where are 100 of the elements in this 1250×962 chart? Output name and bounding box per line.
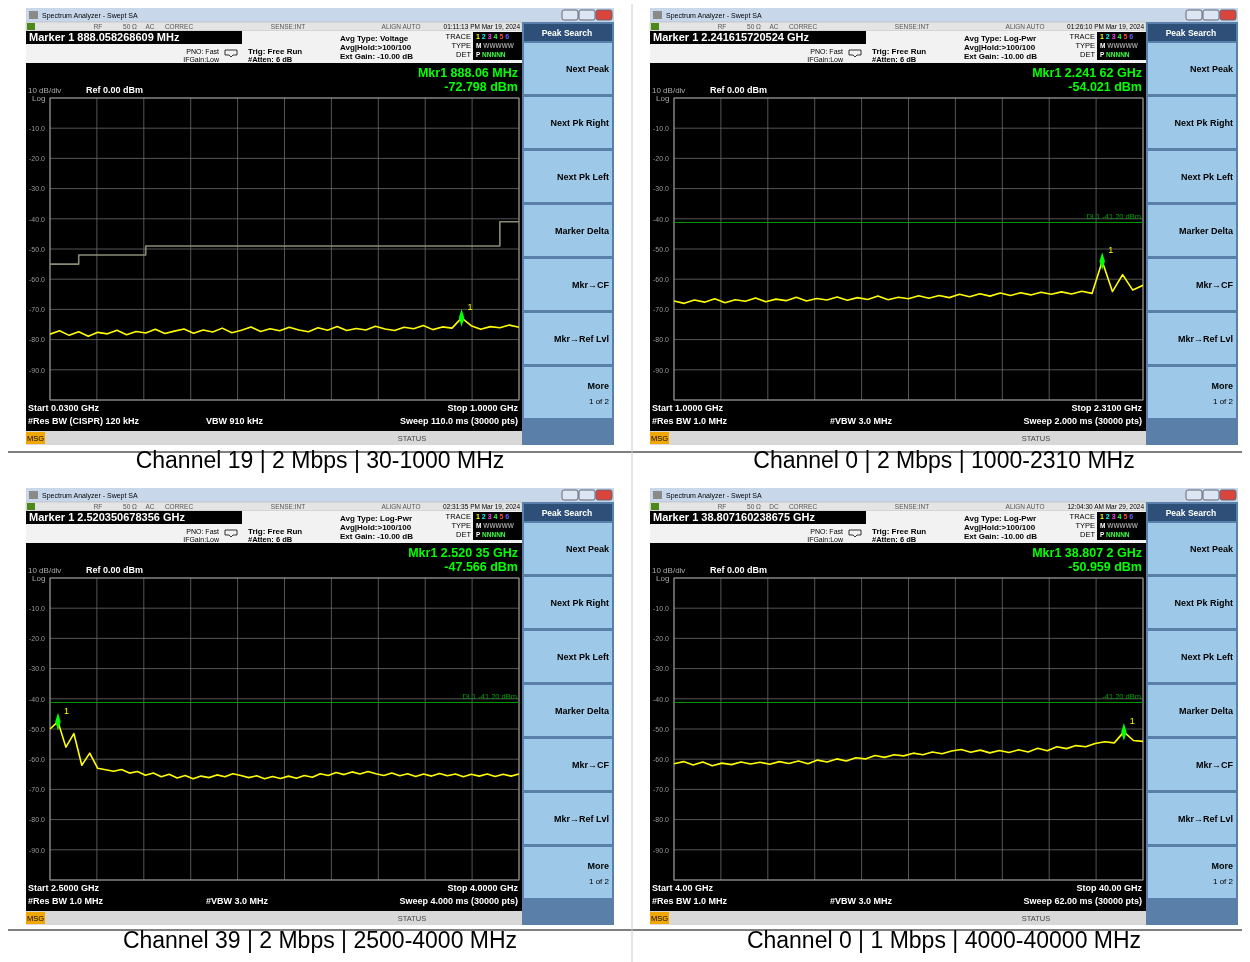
text: Channel 0 | 1 Mbps | 4000-40000 MHz [746, 927, 1142, 953]
text: 10 dB/div [28, 566, 62, 575]
text: Start 4.00 GHz [652, 883, 714, 893]
text: Next Pk Right [1174, 598, 1233, 608]
text: Next Pk Right [550, 118, 609, 128]
text: 1 of 2 [588, 877, 610, 886]
text: Mkr→CF [571, 760, 610, 770]
text: #VBW 3.0 MHz [830, 896, 893, 906]
text: VBW 910 kHz [206, 416, 264, 426]
text: Peak Search [1165, 508, 1217, 518]
text: Marker Delta [1178, 226, 1234, 236]
text: Stop 1.0000 GHz [447, 403, 519, 413]
text: Next Pk Right [550, 598, 609, 608]
text: Ext Gain: -10.00 dB [340, 532, 414, 541]
text: More [1211, 861, 1233, 871]
text: 1 of 2 [1212, 397, 1234, 406]
text: Ref 0.00 dBm [710, 565, 768, 575]
text: 1 of 2 [1212, 877, 1234, 886]
text: 10 dB/div [28, 86, 62, 95]
text: Mkr→Ref Lvl [553, 814, 609, 824]
text: Start 1.0000 GHz [652, 403, 724, 413]
text: Channel 0 | 2 Mbps | 1000-2310 MHz [753, 447, 1135, 473]
text: Next Pk Right [1174, 118, 1233, 128]
text: Sweep 4.000 ms (30000 pts) [399, 896, 518, 906]
text: Channel 39 | 2 Mbps | 2500-4000 MHz [122, 927, 518, 953]
text: Avg|Hold:>100/100 [340, 523, 412, 532]
text: More [587, 381, 609, 391]
text: Mkr→Ref Lvl [553, 334, 609, 344]
text: Avg Type: Log-Pwr [340, 514, 412, 523]
annotation: 1 [63, 705, 69, 716]
text: -72.798 dBm [444, 80, 518, 94]
text: Mkr→CF [1195, 280, 1234, 290]
text: Log [656, 94, 670, 103]
annotation: 1 [467, 301, 473, 312]
text: -50.959 dBm [1068, 560, 1142, 574]
text: Ref 0.00 dBm [710, 85, 768, 95]
text: Next Pk Left [556, 652, 609, 662]
text: #VBW 3.0 MHz [206, 896, 269, 906]
text: Next Peak [565, 544, 610, 554]
text: Marker 1 38.807160238675 GHz [653, 511, 816, 523]
text: Marker Delta [554, 226, 610, 236]
text: Next Pk Left [1180, 652, 1233, 662]
text: Ref 0.00 dBm [86, 85, 144, 95]
text: Next Pk Left [1180, 172, 1233, 182]
text: Sweep 62.00 ms (30000 pts) [1023, 896, 1142, 906]
text: Mkr1 888.06 MHz [417, 66, 518, 80]
text: Mkr1 2.520 35 GHz [408, 546, 518, 560]
text: Ext Gain: -10.00 dB [964, 52, 1038, 61]
text: Mkr→CF [1195, 760, 1234, 770]
text: More [1211, 381, 1233, 391]
text: Avg Type: Log-Pwr [964, 514, 1036, 523]
text: Marker 1 2.520350678356 GHz [29, 511, 186, 523]
text: Marker 1 2.241615720524 GHz [653, 31, 810, 43]
text: Mkr→Ref Lvl [1177, 814, 1233, 824]
text: #Res BW 1.0 MHz [652, 896, 728, 906]
annotation: 1 [1129, 715, 1135, 726]
text: #Res BW 1.0 MHz [28, 896, 104, 906]
text: 10 dB/div [652, 566, 686, 575]
text: Log [32, 94, 46, 103]
text: Mkr→Ref Lvl [1177, 334, 1233, 344]
text: 1 of 2 [588, 397, 610, 406]
text: Next Peak [1189, 64, 1234, 74]
text: Channel 19 | 2 Mbps | 30-1000 MHz [135, 447, 505, 473]
text: Ext Gain: -10.00 dB [340, 52, 414, 61]
text: Stop 40.00 GHz [1076, 883, 1143, 893]
text: Avg|Hold:>100/100 [964, 43, 1036, 52]
text: Marker 1 888.058268609 MHz [29, 31, 180, 43]
text: Next Peak [565, 64, 610, 74]
text: Avg Type: Voltage [340, 34, 409, 43]
text: Trig: Free Run [248, 47, 303, 56]
text: Sweep 2.000 ms (30000 pts) [1023, 416, 1142, 426]
annotation: 1 [1108, 245, 1114, 256]
text: Stop 2.3100 GHz [1071, 403, 1143, 413]
text: Marker Delta [1178, 706, 1234, 716]
text: Avg Type: Log-Pwr [964, 34, 1036, 43]
text: Ref 0.00 dBm [86, 565, 144, 575]
text: Next Peak [1189, 544, 1234, 554]
text: Mkr1 38.807 2 GHz [1032, 546, 1142, 560]
text: Stop 4.0000 GHz [447, 883, 519, 893]
text: Mkr1 2.241 62 GHz [1032, 66, 1142, 80]
text: Trig: Free Run [248, 527, 303, 536]
text: Start 0.0300 GHz [28, 403, 100, 413]
text: Peak Search [541, 508, 593, 518]
text: Log [32, 574, 46, 583]
text: Peak Search [1165, 28, 1217, 38]
text: 10 dB/div [652, 86, 686, 95]
text: Trig: Free Run [872, 47, 927, 56]
text: Peak Search [541, 28, 593, 38]
text: Avg|Hold:>100/100 [964, 523, 1036, 532]
text: Avg|Hold:>100/100 [340, 43, 412, 52]
text: More [587, 861, 609, 871]
text: Sweep 110.0 ms (30000 pts) [399, 416, 518, 426]
text: Mkr→CF [571, 280, 610, 290]
text: Marker Delta [554, 706, 610, 716]
text: #VBW 3.0 MHz [830, 416, 893, 426]
text: #Res BW 1.0 MHz [652, 416, 728, 426]
text: Start 2.5000 GHz [28, 883, 100, 893]
text: Trig: Free Run [872, 527, 927, 536]
text: Next Pk Left [556, 172, 609, 182]
text: #Res BW (CISPR) 120 kHz [28, 416, 140, 426]
